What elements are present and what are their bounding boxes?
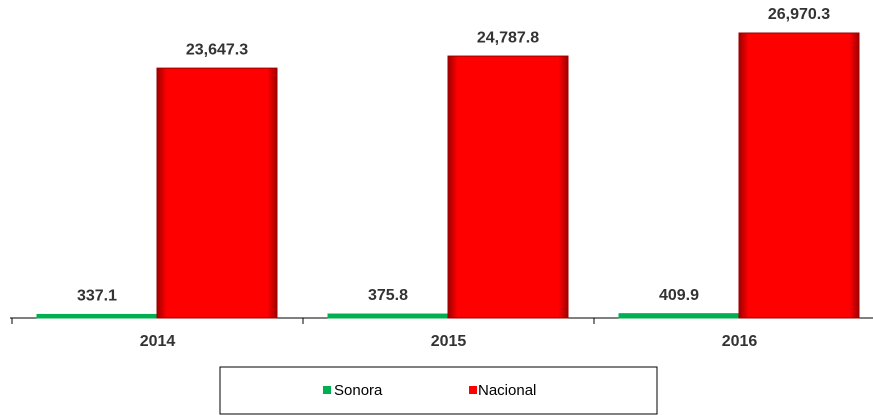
bar bbox=[156, 67, 278, 319]
x-tick-label: 2016 bbox=[722, 333, 758, 350]
legend-box bbox=[219, 366, 658, 415]
bar bbox=[36, 313, 158, 319]
legend-swatch bbox=[323, 386, 331, 394]
bar bbox=[447, 55, 569, 319]
data-label: 409.9 bbox=[659, 287, 699, 304]
bar bbox=[327, 313, 449, 319]
legend-label: Nacional bbox=[478, 382, 536, 399]
data-label: 24,787.8 bbox=[477, 29, 539, 46]
data-label: 337.1 bbox=[77, 288, 117, 305]
legend-swatch bbox=[469, 386, 477, 394]
bar bbox=[738, 32, 860, 319]
legend-label: Sonora bbox=[334, 382, 383, 399]
data-label: 375.8 bbox=[368, 287, 408, 304]
data-label: 26,970.3 bbox=[768, 6, 830, 23]
x-tick-label: 2015 bbox=[431, 333, 467, 350]
bar bbox=[618, 313, 740, 319]
data-label: 23,647.3 bbox=[186, 41, 248, 58]
x-tick-label: 2014 bbox=[140, 333, 176, 350]
